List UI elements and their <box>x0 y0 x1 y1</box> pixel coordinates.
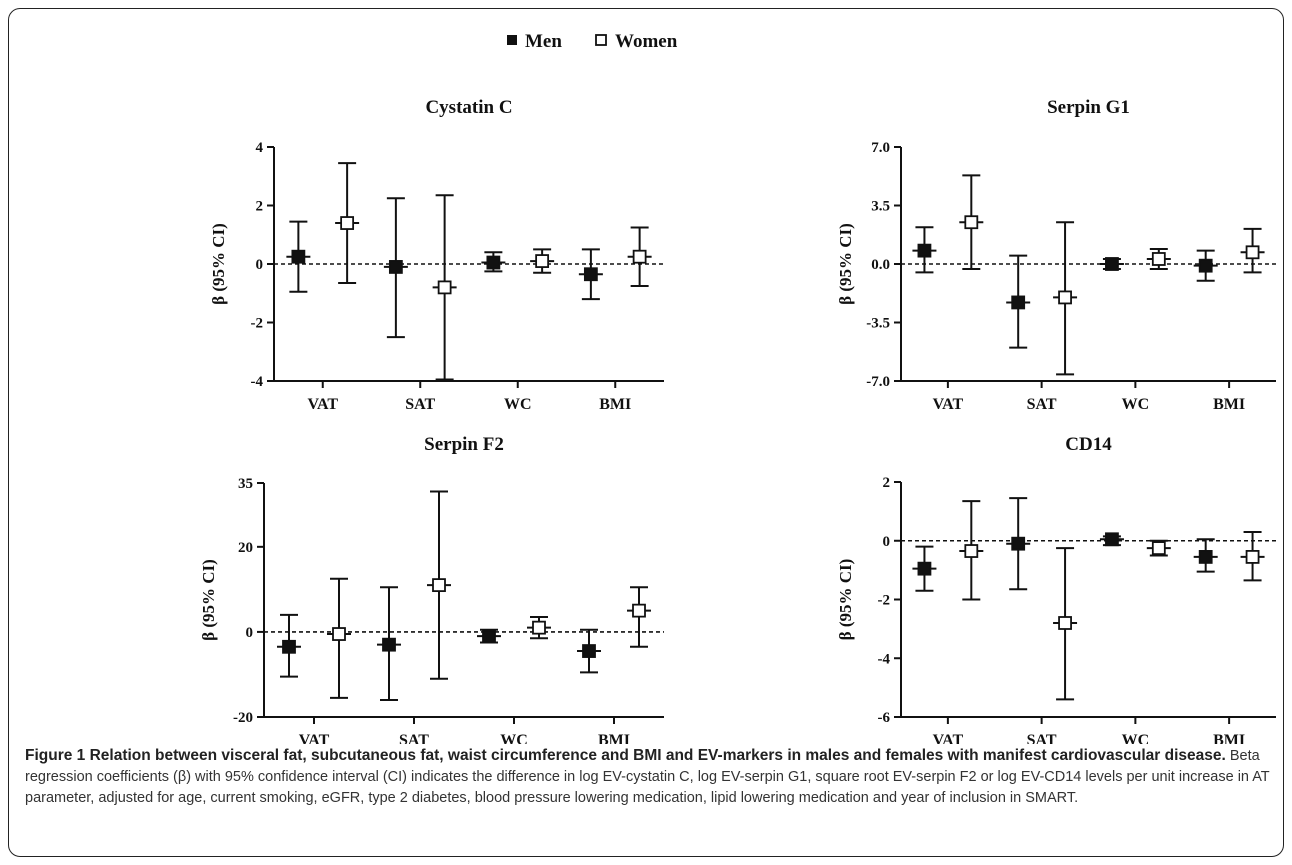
x-tick-label: BMI <box>1213 732 1245 744</box>
x-tick-label: VAT <box>933 396 964 413</box>
data-point-women <box>1151 252 1166 266</box>
data-point-women <box>535 254 550 268</box>
x-tick-label: WC <box>1122 732 1150 744</box>
y-tick-label: 0.0 <box>871 257 890 273</box>
y-tick-label: 20 <box>238 540 253 556</box>
chart-panel-3: Serpin F2 β (95% CI) -20 0 20 35 VAT SAT WC BMI <box>199 434 664 744</box>
y-tick-label: -20 <box>233 710 253 726</box>
y-axis-label: β (95% CI) <box>836 559 855 641</box>
y-tick-label: -2 <box>878 593 891 609</box>
y-tick-label: -4 <box>251 374 264 390</box>
data-point-women <box>964 544 979 558</box>
y-tick-label: 2 <box>883 475 891 491</box>
data-point-women <box>332 627 346 641</box>
data-point-men <box>1011 295 1026 310</box>
chart-title: Serpin F2 <box>424 434 504 455</box>
y-tick-label: -6 <box>878 710 891 726</box>
x-tick-label: WC <box>500 732 528 744</box>
y-tick-label: 0 <box>246 625 254 641</box>
data-point-men <box>1105 257 1119 271</box>
legend: Men Women <box>507 31 678 52</box>
data-point-women <box>1058 290 1072 305</box>
data-point-men <box>482 629 496 644</box>
y-tick-label: -3.5 <box>866 316 890 332</box>
data-point-men <box>388 260 403 274</box>
x-tick-label: VAT <box>299 732 330 744</box>
chart-title: Serpin G1 <box>1047 97 1130 118</box>
y-tick-label: 4 <box>256 140 264 156</box>
y-axis-label: β (95% CI) <box>199 559 218 641</box>
data-point-men <box>917 243 932 258</box>
data-point-men <box>1105 532 1119 547</box>
x-tick-label: VAT <box>307 396 338 413</box>
data-point-men <box>582 644 596 658</box>
legend-men-label: Men <box>525 31 562 52</box>
x-tick-label: WC <box>1122 396 1150 413</box>
legend-men-marker <box>507 35 517 45</box>
data-point-women <box>1058 616 1072 630</box>
y-tick-label: 3.5 <box>871 199 890 215</box>
y-axis-label: β (95% CI) <box>836 223 855 305</box>
data-point-men <box>917 561 932 576</box>
data-point-women <box>437 280 452 295</box>
data-point-women <box>632 249 647 264</box>
x-tick-label: BMI <box>598 732 630 744</box>
data-point-men <box>282 639 296 654</box>
y-tick-label: -4 <box>878 651 891 667</box>
legend-women-label: Women <box>615 31 678 52</box>
y-tick-label: 0 <box>883 534 891 550</box>
x-tick-label: SAT <box>1027 396 1057 413</box>
x-tick-label: SAT <box>399 732 429 744</box>
data-point-men <box>382 637 396 652</box>
figure-canvas: Men Women Cystatin Cβ (95% CI)-4-2024VAT… <box>199 31 1276 744</box>
chart-panel-4: CD14 β (95% CI) -6 -4 -2 0 2 VAT SAT WC BMI <box>836 434 1276 744</box>
x-tick-label: VAT <box>933 732 964 744</box>
data-point-women <box>1245 550 1260 564</box>
x-tick-label: BMI <box>1213 396 1245 413</box>
y-tick-label: 2 <box>256 199 264 215</box>
data-point-men <box>583 267 598 282</box>
data-point-men <box>1198 550 1213 564</box>
data-point-men <box>291 249 306 264</box>
chart-panel-1: Cystatin C β (95% CI) -4 -2 0 2 4 VAT SAT WC BMI <box>209 97 664 413</box>
chart-title: CD14 <box>1065 434 1112 455</box>
y-tick-label: -7.0 <box>866 374 890 390</box>
y-tick-label: 0 <box>256 257 264 273</box>
data-point-women <box>1151 541 1166 555</box>
caption-body: Beta regression coefficients (β) with 95… <box>25 748 1270 806</box>
x-tick-label: BMI <box>599 396 631 413</box>
y-tick-label: -2 <box>251 316 264 332</box>
x-tick-label: SAT <box>405 396 435 413</box>
data-point-women <box>432 578 446 593</box>
y-axis-label: β (95% CI) <box>209 223 228 305</box>
data-point-men <box>486 255 501 270</box>
data-point-women <box>532 620 546 635</box>
data-point-women <box>1245 245 1260 260</box>
figure-caption: Figure 1 Relation between visceral fat, … <box>25 745 1275 809</box>
y-tick-label: 7.0 <box>871 140 890 156</box>
data-point-women <box>340 216 355 230</box>
legend-women-marker <box>595 34 607 46</box>
chart-panel-2: Serpin G1 β (95% CI) -7.0 -3.5 0.0 3.5 7.0 VAT S… <box>836 97 1276 413</box>
x-tick-label: SAT <box>1027 732 1057 744</box>
data-point-men <box>1198 258 1213 273</box>
data-point-men <box>1011 536 1026 551</box>
data-point-women <box>964 215 979 230</box>
caption-title: Figure 1 Relation between visceral fat, … <box>25 747 1226 764</box>
data-point-women <box>632 603 646 618</box>
y-tick-label: 35 <box>238 476 253 492</box>
chart-title: Cystatin C <box>425 97 512 118</box>
x-tick-label: WC <box>504 396 532 413</box>
